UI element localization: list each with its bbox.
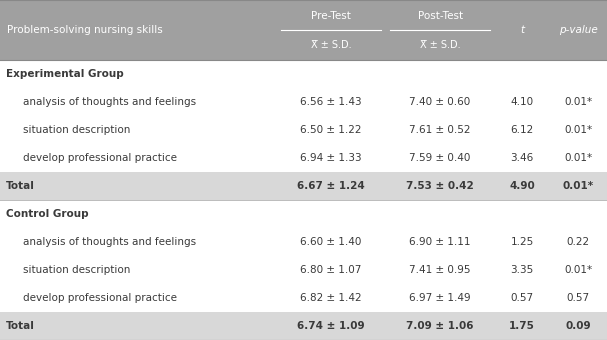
Text: p-value: p-value (559, 25, 597, 35)
Text: 6.67 ± 1.24: 6.67 ± 1.24 (297, 181, 365, 191)
Text: 0.01*: 0.01* (564, 153, 592, 163)
Text: 0.01*: 0.01* (564, 125, 592, 135)
Text: Post-Test: Post-Test (418, 11, 463, 21)
Text: 6.74 ± 1.09: 6.74 ± 1.09 (297, 321, 365, 331)
Text: analysis of thoughts and feelings: analysis of thoughts and feelings (23, 237, 196, 247)
Text: 6.60 ± 1.40: 6.60 ± 1.40 (300, 237, 362, 247)
Bar (0, 88, 607, 116)
Bar (0, 284, 607, 312)
Text: 4.10: 4.10 (510, 97, 534, 106)
Text: 0.09: 0.09 (565, 321, 591, 331)
Text: 6.90 ± 1.11: 6.90 ± 1.11 (409, 237, 471, 247)
Text: situation description: situation description (23, 125, 131, 135)
Text: 0.01*: 0.01* (564, 265, 592, 275)
Bar (0, 143, 607, 172)
Text: 7.41 ± 0.95: 7.41 ± 0.95 (409, 265, 471, 275)
Text: situation description: situation description (23, 265, 131, 275)
Text: 7.59 ± 0.40: 7.59 ± 0.40 (409, 153, 471, 163)
Text: 1.25: 1.25 (510, 237, 534, 247)
Text: 0.01*: 0.01* (563, 181, 594, 191)
Text: 6.56 ± 1.43: 6.56 ± 1.43 (300, 97, 362, 106)
Text: X̅ ± S.D.: X̅ ± S.D. (420, 40, 460, 50)
Text: 0.57: 0.57 (566, 293, 590, 303)
Text: 0.22: 0.22 (566, 237, 590, 247)
Text: 6.12: 6.12 (510, 125, 534, 135)
Bar (0, 0, 607, 59)
Text: 3.35: 3.35 (510, 265, 534, 275)
Bar (0, 172, 607, 200)
Text: develop professional practice: develop professional practice (23, 153, 177, 163)
Text: 6.50 ± 1.22: 6.50 ± 1.22 (300, 125, 362, 135)
Bar (0, 116, 607, 144)
Text: 7.61 ± 0.52: 7.61 ± 0.52 (409, 125, 471, 135)
Text: 6.82 ± 1.42: 6.82 ± 1.42 (300, 293, 362, 303)
Bar (0, 59, 607, 88)
Text: analysis of thoughts and feelings: analysis of thoughts and feelings (23, 97, 196, 106)
Text: 6.94 ± 1.33: 6.94 ± 1.33 (300, 153, 362, 163)
Text: 0.57: 0.57 (510, 293, 534, 303)
Bar (0, 200, 607, 228)
Text: Control Group: Control Group (6, 209, 89, 219)
Text: 7.53 ± 0.42: 7.53 ± 0.42 (406, 181, 474, 191)
Text: Pre-Test: Pre-Test (311, 11, 351, 21)
Text: Total: Total (6, 181, 35, 191)
Bar (0, 256, 607, 284)
Text: 6.97 ± 1.49: 6.97 ± 1.49 (409, 293, 471, 303)
Bar (0, 228, 607, 256)
Text: 1.75: 1.75 (509, 321, 535, 331)
Text: Experimental Group: Experimental Group (6, 69, 124, 79)
Text: X̅ ± S.D.: X̅ ± S.D. (311, 40, 351, 50)
Text: 4.90: 4.90 (509, 181, 535, 191)
Text: 6.80 ± 1.07: 6.80 ± 1.07 (300, 265, 362, 275)
Text: 7.09 ± 1.06: 7.09 ± 1.06 (406, 321, 474, 331)
Text: Total: Total (6, 321, 35, 331)
Text: 3.46: 3.46 (510, 153, 534, 163)
Bar (0, 312, 607, 340)
Text: develop professional practice: develop professional practice (23, 293, 177, 303)
Text: Problem-solving nursing skills: Problem-solving nursing skills (7, 25, 163, 35)
Text: t: t (520, 25, 524, 35)
Text: 0.01*: 0.01* (564, 97, 592, 106)
Text: 7.40 ± 0.60: 7.40 ± 0.60 (410, 97, 470, 106)
